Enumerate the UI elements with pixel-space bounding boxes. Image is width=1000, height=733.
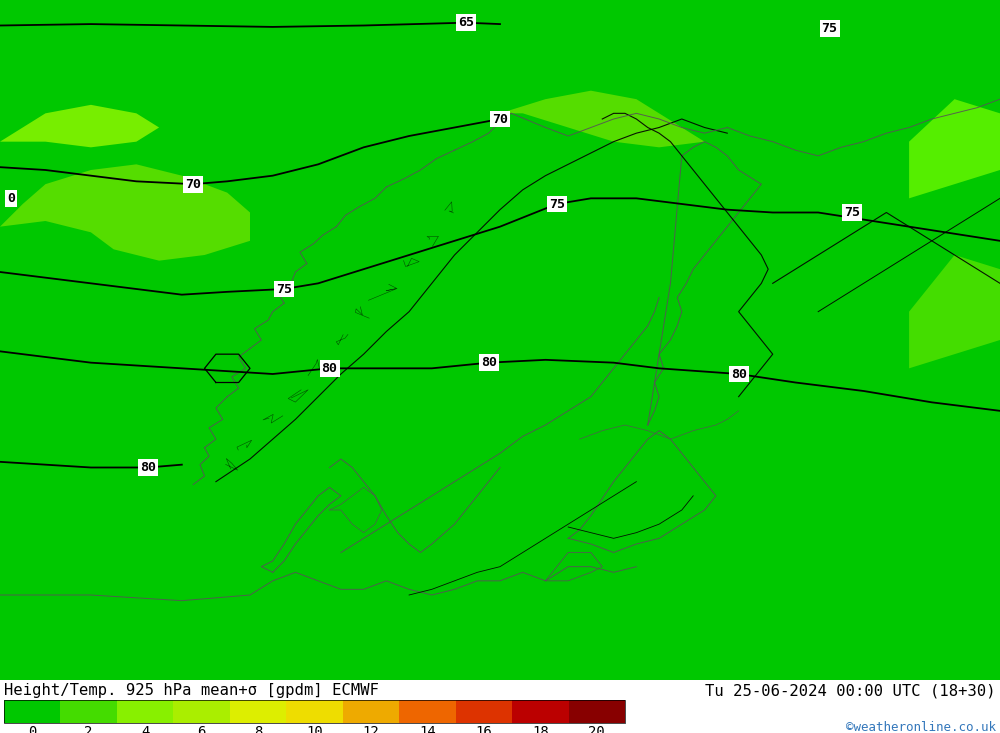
Text: 75: 75 [822,22,838,35]
Text: 70: 70 [185,177,201,191]
Bar [230,700,286,723]
Text: 2: 2 [84,724,93,733]
Bar [569,700,625,723]
Bar [117,700,173,723]
Bar [60,700,117,723]
Bar [4,700,60,723]
Text: 0: 0 [7,192,15,205]
Text: 14: 14 [419,724,436,733]
Bar [456,700,512,723]
Bar [173,700,230,723]
Text: Height/Temp. 925 hPa mean+σ [gpdm] ECMWF: Height/Temp. 925 hPa mean+σ [gpdm] ECMWF [4,683,379,698]
Bar [512,700,569,723]
Text: 75: 75 [276,282,292,295]
Text: 75: 75 [844,206,860,219]
Polygon shape [0,105,159,147]
Text: 12: 12 [363,724,379,733]
Text: 6: 6 [197,724,206,733]
Text: 80: 80 [140,461,156,474]
Polygon shape [909,255,1000,369]
Text: 8: 8 [254,724,262,733]
Text: 80: 80 [481,356,497,369]
Polygon shape [0,164,250,261]
Text: 16: 16 [475,724,492,733]
Text: 80: 80 [322,362,338,375]
Bar [343,700,399,723]
Text: 70: 70 [492,112,508,125]
Text: 65: 65 [458,16,474,29]
Text: 80: 80 [731,367,747,380]
Polygon shape [500,91,705,147]
Text: 10: 10 [306,724,323,733]
Text: 20: 20 [588,724,605,733]
Bar [286,700,343,723]
Bar [4,700,625,723]
Text: 0: 0 [28,724,36,733]
Text: Tu 25-06-2024 00:00 UTC (18+30): Tu 25-06-2024 00:00 UTC (18+30) [705,683,996,698]
Polygon shape [909,99,1000,199]
Text: 75: 75 [549,197,565,210]
Text: ©weatheronline.co.uk: ©weatheronline.co.uk [846,721,996,733]
Text: 4: 4 [141,724,149,733]
Text: 18: 18 [532,724,549,733]
Bar [399,700,456,723]
